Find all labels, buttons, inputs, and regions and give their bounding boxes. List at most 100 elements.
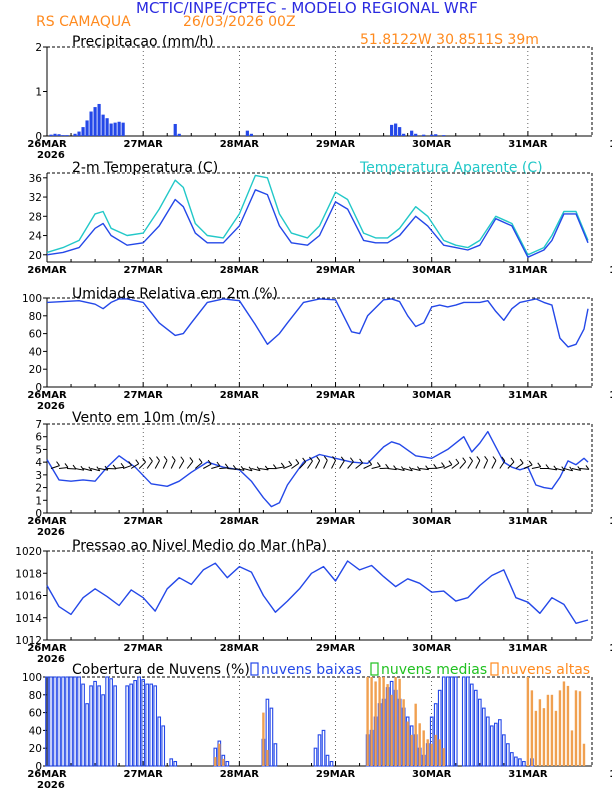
rh-title: Umidade Relativa em 2m (%) — [72, 286, 278, 302]
wind-barb — [178, 456, 185, 469]
wind-barb — [194, 458, 203, 469]
y-tick-label: 1 — [35, 495, 42, 507]
low-cloud-bar — [485, 716, 490, 767]
precip-bar — [105, 118, 109, 136]
wind-barb-shaft — [411, 468, 421, 472]
high-cloud-bar — [262, 712, 265, 766]
high-cloud-bar — [430, 743, 433, 766]
low-cloud-bar — [461, 676, 466, 767]
x-tick-label: 26MAR — [27, 516, 67, 527]
precip-bar — [422, 134, 426, 136]
wind-barb — [138, 457, 146, 469]
low-cloud-bar — [173, 760, 178, 767]
wind-barb-feather — [56, 461, 60, 466]
high-cloud-bar — [526, 677, 530, 766]
low-cloud-bar — [125, 685, 129, 767]
precip-title: Precipitacao (mm/h) — [72, 34, 214, 50]
wind-barb — [539, 464, 550, 469]
wind-barb-shaft — [547, 468, 557, 471]
wind-barb-shaft — [259, 468, 269, 471]
x-tick-label: 1APR — [609, 516, 612, 527]
x-tick-label: 1APR — [609, 769, 612, 780]
x-tick-label: 1APR — [609, 643, 612, 654]
low-cloud-bar — [317, 734, 322, 767]
precip-bar — [249, 133, 253, 136]
low-cloud-bar — [141, 679, 146, 767]
high-cloud-bar — [398, 678, 401, 766]
wind-barb-feather — [408, 466, 413, 472]
low-cloud-bar — [473, 689, 478, 767]
legend-mid-swatch — [370, 662, 379, 676]
header-coords: 51.8122W 30.8511S 39m — [360, 32, 539, 48]
x-year-label: 2026 — [37, 780, 65, 791]
wind-barb-shaft — [387, 468, 397, 471]
y-tick-label: 2 — [35, 483, 42, 495]
wind-barb — [387, 465, 397, 471]
legend-low-label: nuvens baixas — [261, 662, 362, 678]
low-cloud-bar — [61, 676, 65, 767]
x-tick-label: 31MAR — [508, 516, 548, 527]
low-cloud-bar — [109, 678, 113, 767]
wind-barb — [515, 458, 524, 469]
wind-barb-shaft — [82, 468, 92, 472]
wind-barb-shaft — [138, 461, 146, 469]
high-cloud-bar — [366, 677, 369, 766]
wind-barb-shaft — [299, 461, 306, 469]
wind-barb-feather — [510, 457, 515, 463]
low-cloud-bar — [113, 685, 117, 767]
wind-barb — [355, 458, 364, 469]
precip-bar — [81, 127, 85, 136]
low-cloud-bar — [313, 747, 318, 767]
wind-barb-feather — [156, 456, 160, 461]
wind-barb-shaft — [475, 460, 481, 469]
y-tick-label: 60 — [29, 329, 42, 341]
wind-barb — [491, 456, 497, 469]
x-tick-label: 27MAR — [124, 390, 164, 401]
wind-barb — [251, 466, 261, 472]
x-tick-label: 29MAR — [316, 769, 356, 780]
precip-panel: 26MAR 27MAR 28MAR 29MAR 30MAR 31MAR 1APR 2026 0 1… — [27, 42, 612, 161]
wind-barb-feather — [198, 458, 203, 463]
wind-barb-shaft — [331, 460, 336, 469]
y-tick-label: 100 — [22, 672, 42, 684]
low-cloud-bar — [225, 760, 230, 767]
wind-barb-shaft — [523, 464, 533, 469]
wind-barb-feather — [207, 459, 212, 465]
temperature-panel: 26MAR 27MAR 28MAR 29MAR 30MAR 31MAR 1APR 20 24 28… — [27, 172, 612, 276]
wind-barb-shaft — [347, 461, 354, 469]
x-tick-label: 30MAR — [412, 265, 452, 276]
y-tick-label: 7 — [35, 419, 42, 431]
wind-barb — [579, 465, 590, 470]
wind-barb — [99, 465, 109, 471]
low-cloud-bar — [329, 760, 334, 767]
wind-barb — [459, 457, 467, 469]
wind-barb-shaft — [58, 466, 69, 469]
wind-barb — [379, 463, 390, 469]
wind-barb — [475, 456, 481, 469]
low-cloud-bar — [465, 676, 470, 767]
low-cloud-bar — [477, 698, 482, 767]
y-tick-label: 0 — [35, 131, 42, 143]
y-tick-label: 20 — [29, 743, 42, 755]
high-cloud-bar — [546, 694, 550, 766]
low-cloud-bar — [53, 676, 57, 767]
low-cloud-bar — [506, 743, 510, 767]
wind-barb-shaft — [154, 460, 160, 469]
x-tick-label: 30MAR — [412, 643, 452, 654]
wind-barb-shaft — [90, 468, 100, 472]
precip-bar — [97, 103, 101, 136]
precip-bar — [101, 114, 105, 136]
wind-barb — [499, 456, 506, 469]
wind-barb — [67, 464, 77, 470]
low-cloud-bar — [522, 760, 526, 767]
high-cloud-bar — [374, 681, 377, 766]
temp-title: 2-m Temperatura (C) — [72, 160, 218, 176]
x-tick-label: 31MAR — [508, 643, 548, 654]
wind-barb — [122, 461, 132, 469]
x-tick-label: 26MAR — [27, 769, 67, 780]
wind-barb-shaft — [307, 460, 313, 469]
wind-barb — [162, 456, 168, 469]
low-cloud-bar — [481, 707, 486, 767]
wind-barb — [146, 456, 153, 469]
y-tick-label: 36 — [29, 173, 43, 185]
